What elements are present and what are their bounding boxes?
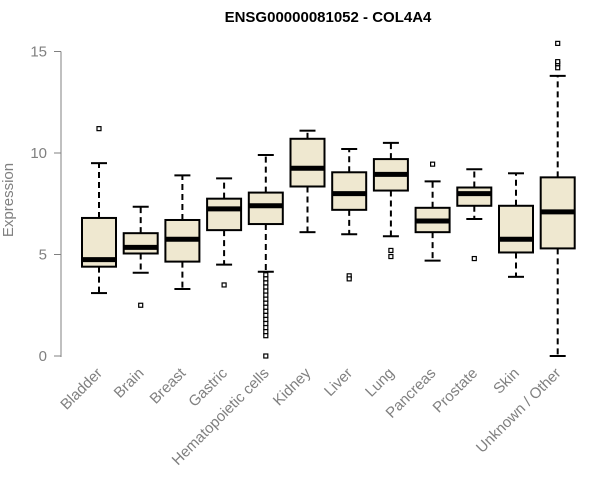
outlier-point: [263, 300, 269, 306]
box-iqr: [456, 186, 493, 207]
outlier-point: [430, 161, 436, 167]
outlier-point: [263, 280, 269, 286]
outlier-point: [263, 320, 269, 327]
box-gastric: [206, 177, 243, 288]
y-axis-label: Expression: [0, 163, 17, 237]
outlier-point: [263, 324, 269, 331]
outlier-point: [346, 276, 352, 282]
box-iqr: [331, 171, 368, 211]
outlier-point: [263, 304, 269, 310]
outlier-point: [388, 253, 394, 260]
outlier-point: [221, 282, 227, 288]
box-skin: [498, 172, 534, 278]
box-iqr: [289, 137, 326, 188]
y-tick-label: 5: [39, 247, 47, 264]
box-kidney: [289, 129, 326, 234]
chart-title: ENSG00000081052 - COL4A4: [225, 9, 432, 26]
box-breast: [164, 174, 201, 291]
outlier-point: [263, 316, 269, 323]
outlier-point: [555, 40, 561, 46]
outlier-point: [263, 296, 269, 302]
outlier-point: [555, 59, 561, 65]
outlier-point: [263, 276, 269, 282]
outlier-point: [388, 247, 394, 254]
x-tick-label: Prostate: [430, 365, 482, 417]
y-tick-label: 15: [30, 44, 47, 61]
x-tick-label: Skin: [490, 365, 523, 398]
x-tick-label: Liver: [321, 365, 356, 400]
box-unknown-other: [539, 40, 576, 357]
outlier-point: [263, 333, 269, 339]
outlier-point: [263, 272, 269, 278]
y-tick-label: 10: [30, 145, 47, 162]
x-tick-label: Lung: [362, 365, 398, 401]
outlier-point: [263, 292, 269, 298]
box-iqr: [498, 204, 534, 254]
outlier-point: [263, 312, 269, 318]
box-pancreas: [414, 161, 451, 262]
y-tick-label: 0: [39, 348, 47, 365]
x-tick-label: Bladder: [57, 365, 106, 414]
box-brain: [122, 205, 159, 308]
x-tick-label: Breast: [147, 364, 190, 407]
box-liver: [331, 147, 368, 282]
box-iqr: [122, 232, 159, 255]
outlier-point: [96, 126, 102, 132]
y-ticks: 0 5 10 15: [30, 44, 61, 365]
box-iqr: [206, 197, 243, 232]
box-hematopoietic-cells: [247, 154, 284, 359]
outlier-point: [138, 302, 144, 308]
x-tick-label: Brain: [111, 365, 148, 402]
boxes-group: [81, 40, 576, 359]
outlier-point: [263, 284, 269, 290]
box-prostate: [456, 168, 493, 262]
outlier-point: [263, 329, 269, 335]
x-tick-label: Kidney: [270, 364, 315, 409]
box-bladder: [81, 126, 117, 295]
box-lung: [372, 141, 409, 260]
outlier-point: [263, 288, 269, 294]
outlier-point: [471, 255, 477, 262]
outlier-point: [263, 308, 269, 314]
outlier-point: [263, 353, 269, 359]
outlier-point: [555, 65, 561, 71]
box-iqr: [247, 191, 284, 226]
